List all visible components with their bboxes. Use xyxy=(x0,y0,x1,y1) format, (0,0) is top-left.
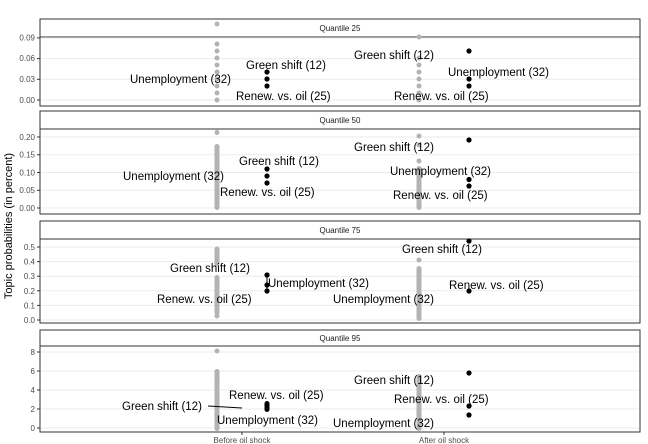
strip-label: Quantile 25 xyxy=(320,24,361,33)
panel-quantile-50: Quantile 50 0.00 0.05 0.10 0.15 0.20 xyxy=(19,110,641,215)
highlighted-points xyxy=(264,48,472,89)
y-tick-label: 0.2 xyxy=(24,287,36,296)
label-unemployment-after: Unemployment (32) xyxy=(333,294,434,306)
highlighted-points xyxy=(264,137,472,189)
panel-quantile-25: Quantile 25 0.00 0.03 0.06 0.09 Gr xyxy=(19,18,641,107)
y-tick-label: 0.3 xyxy=(24,272,36,281)
plot-area xyxy=(39,36,641,107)
y-axis-title: Topic probabilities (in percent) xyxy=(3,153,15,299)
label-renew-oil-before: Renew. vs. oil (25) xyxy=(229,390,324,402)
label-unemployment-after: Unemployment (32) xyxy=(448,67,549,79)
label-leader-line xyxy=(207,405,243,409)
background-points-after xyxy=(416,257,422,321)
gridlines xyxy=(41,37,639,101)
plot-area xyxy=(39,238,641,324)
gridlines xyxy=(41,246,639,321)
label-green-shift-before: Green shift (12) xyxy=(122,401,202,413)
y-tick-label: 0.5 xyxy=(24,243,36,252)
background-points-after xyxy=(416,34,422,103)
y-tick-label: 0.05 xyxy=(19,186,35,195)
highlighted-points xyxy=(264,370,472,418)
y-ticks xyxy=(37,136,40,209)
y-tick-label: 0.00 xyxy=(19,96,35,105)
panel-quantile-75: Quantile 75 0.0 0.1 0.2 0.3 0.4 0.5 xyxy=(24,220,641,325)
y-tick-label: 0.00 xyxy=(19,204,35,213)
background-points-after xyxy=(416,133,422,210)
y-ticks xyxy=(37,246,40,321)
label-green-shift-after: Green shift (12) xyxy=(402,244,482,256)
y-tick-label: 0.4 xyxy=(24,258,36,267)
y-tick-label: 2 xyxy=(31,405,36,414)
y-tick-label: 6 xyxy=(31,367,36,376)
label-renew-oil-after: Renew. vs. oil (25) xyxy=(394,91,489,103)
y-tick-label: 4 xyxy=(31,386,36,395)
x-ticks xyxy=(241,432,445,435)
gridlines xyxy=(41,351,639,429)
y-tick-label: 0.20 xyxy=(19,133,35,142)
label-green-shift-before: Green shift (12) xyxy=(239,156,319,168)
y-ticks xyxy=(37,351,40,429)
plot-area xyxy=(39,128,641,215)
label-renew-oil-after: Renew. vs. oil (25) xyxy=(393,190,488,202)
background-points-before xyxy=(214,21,220,103)
label-unemployment-before: Unemployment (32) xyxy=(130,74,231,86)
label-unemployment-before: Unemployment (32) xyxy=(123,171,224,183)
strip-label: Quantile 95 xyxy=(320,334,361,343)
label-renew-oil-before: Renew. vs. oil (25) xyxy=(157,294,252,306)
highlighted-points xyxy=(264,238,472,294)
label-renew-oil-before: Renew. vs. oil (25) xyxy=(220,187,315,199)
label-renew-oil-before: Renew. vs. oil (25) xyxy=(236,91,331,103)
background-points-after xyxy=(416,374,422,431)
label-green-shift-after: Green shift (12) xyxy=(354,50,434,62)
y-tick-label: 0.09 xyxy=(19,34,35,43)
y-tick-label: 0.06 xyxy=(19,54,35,63)
strip-label: Quantile 50 xyxy=(320,116,361,125)
gridlines xyxy=(41,136,639,209)
y-ticks xyxy=(37,37,40,101)
strip-label: Quantile 75 xyxy=(320,226,361,235)
background-points-before xyxy=(214,130,220,210)
label-green-shift-after: Green shift (12) xyxy=(354,375,434,387)
label-unemployment-before: Unemployment (32) xyxy=(268,278,369,290)
y-tick-label: 0.10 xyxy=(19,169,35,178)
y-tick-label: 0.1 xyxy=(24,301,36,310)
x-tick-after: After oil shock xyxy=(419,436,470,444)
background-points-before xyxy=(214,246,220,319)
label-green-shift-after: Green shift (12) xyxy=(354,142,434,154)
y-tick-label: 0 xyxy=(31,424,36,433)
x-tick-before: Before oil shock xyxy=(214,436,272,444)
label-renew-oil-after: Renew. vs. oil (25) xyxy=(394,394,489,406)
y-tick-label: 0.0 xyxy=(24,316,36,325)
y-tick-label: 8 xyxy=(31,348,36,357)
panel-quantile-95: Quantile 95 0 2 4 6 8 Green shif xyxy=(31,329,641,433)
label-renew-oil-after: Renew. vs. oil (25) xyxy=(449,280,544,292)
label-green-shift-before: Green shift (12) xyxy=(170,263,250,275)
label-unemployment-before: Unemployment (32) xyxy=(217,415,318,427)
y-tick-label: 0.03 xyxy=(19,75,35,84)
plot-area xyxy=(39,345,641,433)
label-unemployment-after: Unemployment (32) xyxy=(333,418,434,430)
label-green-shift-before: Green shift (12) xyxy=(246,60,326,72)
label-unemployment-after: Unemployment (32) xyxy=(390,166,491,178)
y-tick-label: 0.15 xyxy=(19,151,35,160)
background-points-before xyxy=(214,348,220,431)
